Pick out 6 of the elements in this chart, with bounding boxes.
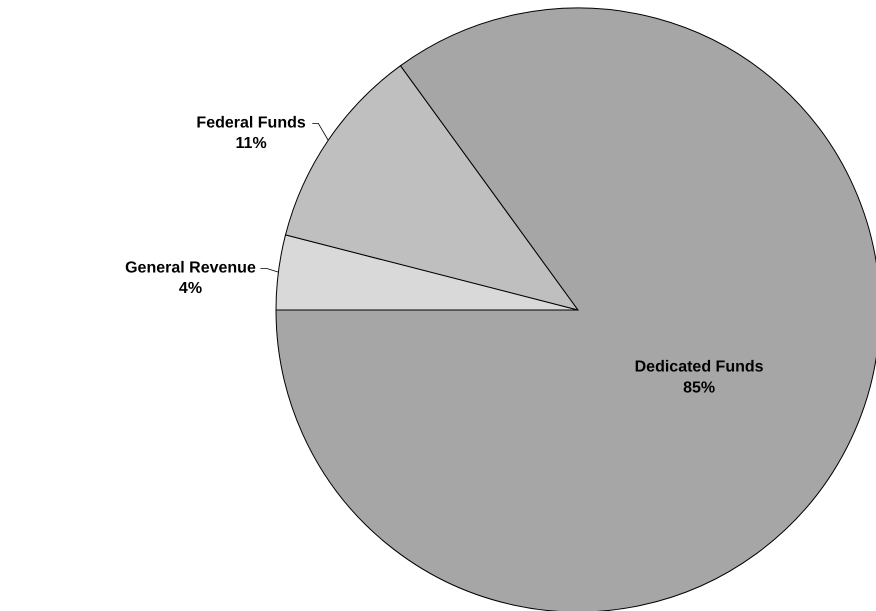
data-label: 4% [178,280,202,298]
slice-label: General Revenue [125,259,256,276]
data-label: 11% [236,135,267,152]
slice-label: Federal Funds [196,114,306,132]
data-label: 85% [683,379,716,396]
slice-label: Dedicated Funds [634,358,764,376]
